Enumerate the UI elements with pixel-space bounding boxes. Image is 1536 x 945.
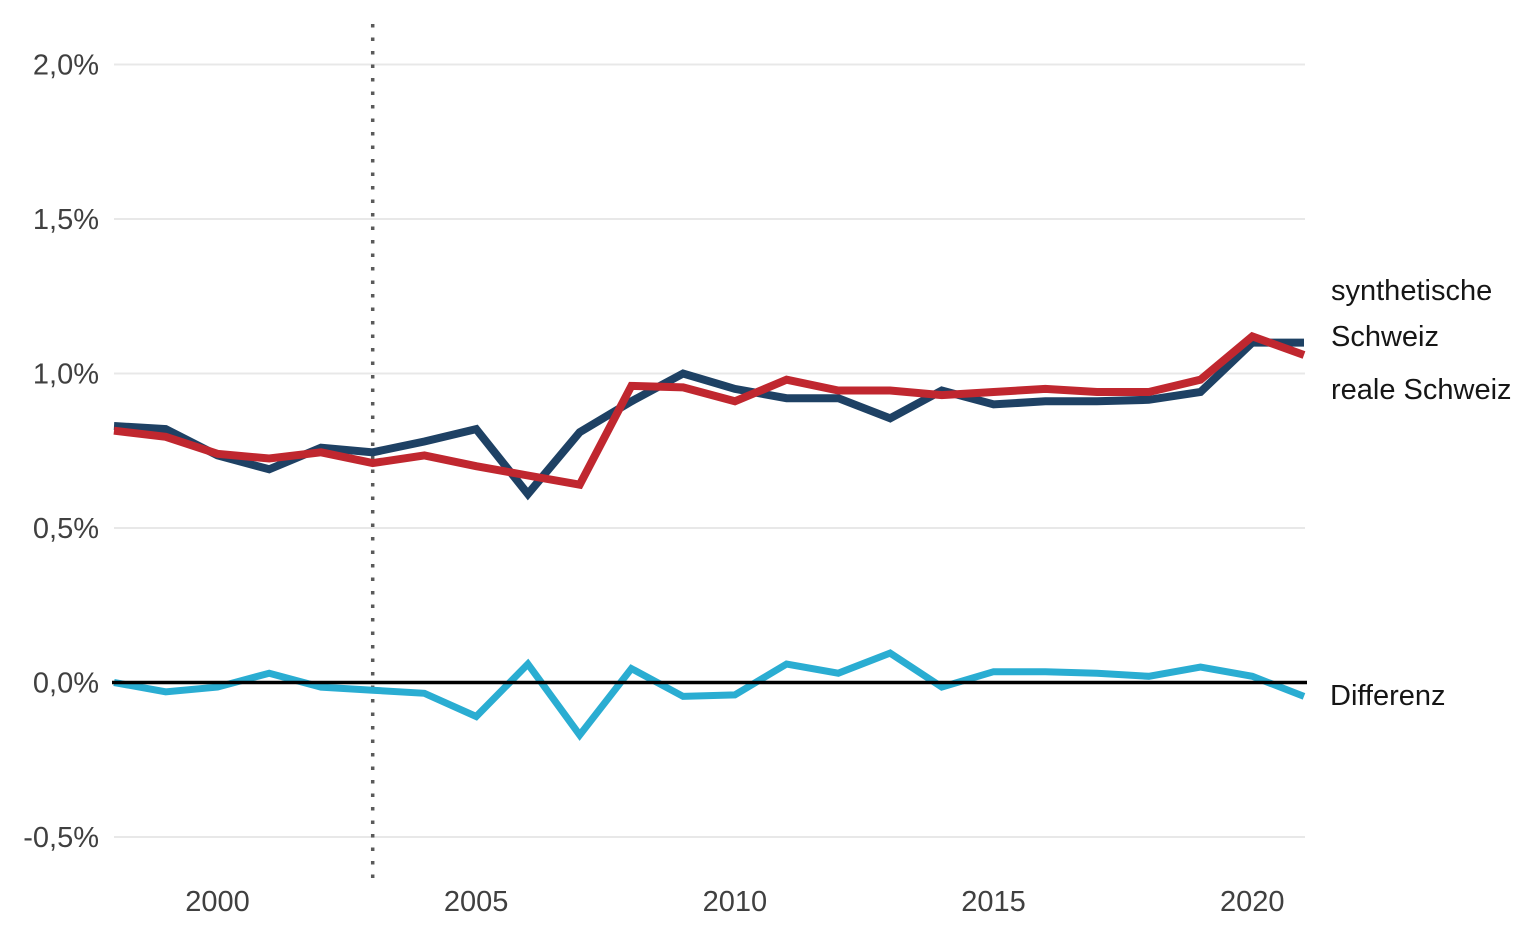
y-tick-label: -0,5% (23, 822, 99, 854)
line-reale-schweiz (113, 331, 1306, 490)
y-tick-label: 1,0% (33, 359, 99, 391)
series-label-differenz: Differenz (1330, 680, 1446, 712)
x-tick-label: 2015 (961, 886, 1026, 918)
x-tick-label: 2000 (185, 886, 250, 918)
series-label-synthetische-line1: synthetische (1331, 275, 1493, 307)
series-label-synthetische-line2: Schweiz (1331, 321, 1439, 353)
series-label-reale-schweiz: reale Schweiz (1331, 374, 1512, 406)
x-tick-label: 2005 (444, 886, 509, 918)
x-tick-label: 2020 (1220, 886, 1285, 918)
y-tick-label: 0,5% (33, 513, 99, 545)
x-tick-label: 2010 (703, 886, 768, 918)
y-tick-label: 2,0% (33, 50, 99, 82)
series-label-synthetische-schweiz: synthetische Schweiz (1331, 268, 1492, 360)
y-tick-label: 1,5% (33, 204, 99, 236)
line-differenz (113, 649, 1306, 741)
line-synthetische-schweiz (113, 338, 1304, 501)
y-tick-label: 0,0% (33, 668, 99, 700)
